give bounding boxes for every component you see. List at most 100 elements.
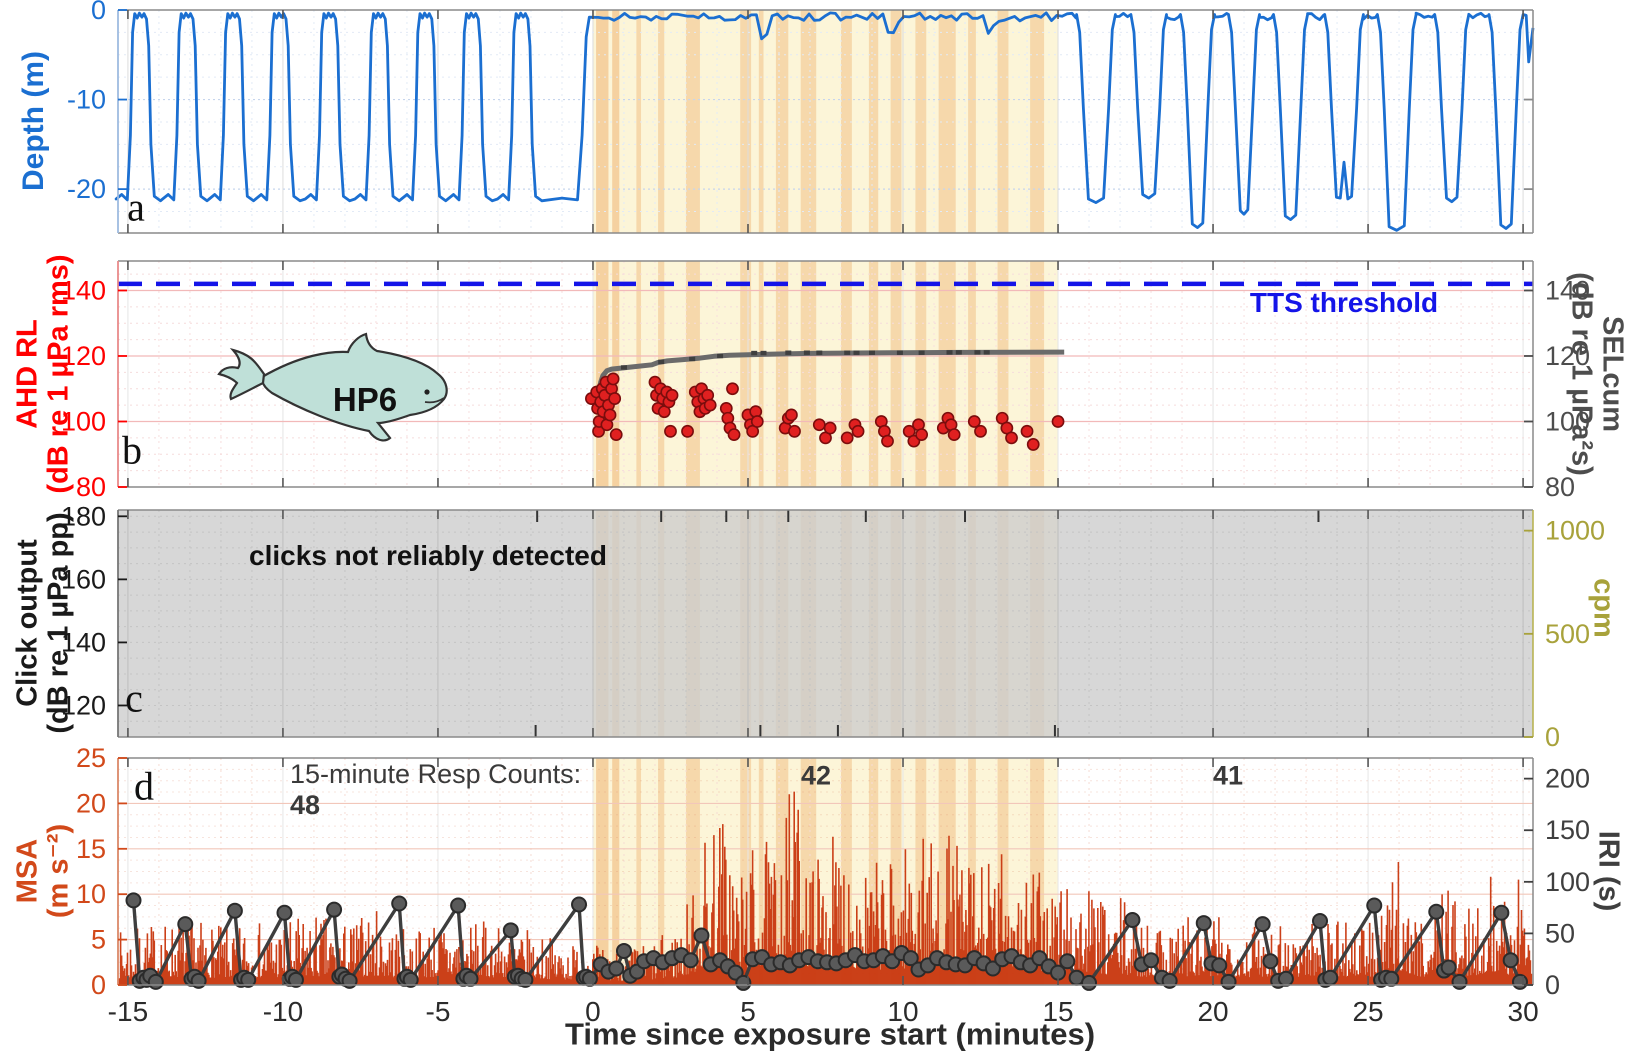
- ahd-rl-point: [788, 424, 801, 438]
- porpoise-illustration: [217, 332, 448, 442]
- resp-count-exposure: 42: [800, 760, 832, 791]
- svg-text:80: 80: [1545, 472, 1575, 502]
- iri-point: [450, 897, 467, 914]
- svg-text:120: 120: [61, 341, 106, 371]
- iri-point: [287, 971, 304, 988]
- panel-letter-d: d: [134, 763, 154, 809]
- ahd-rl-point: [703, 398, 717, 412]
- iri-point: [1312, 913, 1329, 930]
- depth-line: [114, 11, 1535, 232]
- svg-text:20: 20: [76, 788, 106, 818]
- svg-text:5: 5: [740, 996, 756, 1027]
- iri-point: [1511, 973, 1528, 990]
- resp-counts-header: 15-minute Resp Counts:: [290, 759, 582, 789]
- tts-threshold-label: TTS threshold: [1249, 286, 1439, 318]
- ahd-rl-point: [812, 418, 826, 432]
- panel-letter-c: c: [125, 675, 143, 721]
- svg-text:500: 500: [1545, 619, 1590, 649]
- y-axis-label-click-line2: (dB re 1 µPa pp): [43, 512, 75, 734]
- svg-text:-20: -20: [67, 174, 106, 204]
- svg-text:-5: -5: [426, 996, 451, 1027]
- iri-point: [1220, 973, 1237, 990]
- svg-text:1000: 1000: [1545, 516, 1605, 546]
- y-axis-label-ahd-rl-line2: (dB re 1 µPa rms): [43, 254, 75, 494]
- iri-point: [1493, 904, 1510, 921]
- svg-text:15: 15: [1042, 996, 1073, 1027]
- ahd-rl-point: [603, 408, 617, 422]
- svg-text:0: 0: [1545, 970, 1560, 1000]
- svg-text:-10: -10: [263, 996, 303, 1027]
- y-axis-label-ahd-rl: AHD RL (dB re 1 µPa rms): [12, 254, 76, 494]
- ahd-rl-point: [608, 392, 622, 405]
- right-axis-label-cpm: cpm: [1587, 578, 1620, 638]
- iri-point: [226, 902, 243, 919]
- animal-id-label: HP6: [332, 381, 398, 419]
- right-axis-label-selcum-line1: SELcum: [1596, 315, 1629, 433]
- ahd-rl-point: [784, 408, 798, 422]
- ahd-rl-point: [726, 382, 739, 396]
- svg-text:25: 25: [1352, 996, 1383, 1027]
- y-axis-label-depth: Depth (m): [16, 51, 50, 191]
- iri-point: [517, 971, 534, 988]
- panel-letter-b: b: [122, 427, 142, 473]
- iri-point: [1322, 969, 1339, 986]
- svg-text:15: 15: [76, 834, 106, 864]
- svg-text:160: 160: [61, 564, 106, 594]
- iri-point: [727, 964, 744, 981]
- right-axis-label-selcum-line2: (dB re 1 µPa²s): [1565, 272, 1597, 476]
- ahd-rl-point: [947, 428, 961, 441]
- ahd-rl-point: [664, 424, 677, 438]
- iri-point: [402, 971, 419, 988]
- ahd-rl-point: [851, 424, 865, 438]
- x-axis-label: Time since exposure start (minutes): [564, 1016, 1096, 1052]
- iri-point: [1254, 916, 1271, 933]
- iri-point: [1124, 911, 1141, 928]
- svg-text:140: 140: [61, 627, 106, 657]
- right-axis-label-selcum: SELcum (dB re 1 µPa²s): [1565, 272, 1628, 476]
- ahd-rl-point: [974, 424, 987, 438]
- iri-point: [571, 896, 588, 913]
- svg-text:10: 10: [76, 879, 106, 909]
- iri-point: [462, 970, 479, 987]
- resp-count-post: 41: [1212, 760, 1244, 791]
- svg-text:50: 50: [1545, 918, 1575, 948]
- svg-text:100: 100: [61, 406, 106, 436]
- svg-text:30: 30: [1508, 996, 1539, 1027]
- ahd-rl-point: [606, 372, 620, 386]
- iri-point: [1428, 903, 1445, 920]
- svg-text:0: 0: [585, 996, 601, 1027]
- iri-point: [581, 970, 598, 987]
- svg-text:0: 0: [91, 970, 106, 1000]
- svg-text:120: 120: [61, 690, 106, 720]
- y-axis-label-click-line1: Click output: [11, 539, 44, 707]
- iri-point: [1161, 972, 1178, 989]
- iri-point: [190, 972, 207, 989]
- y-axis-label-msa: MSA (m s⁻²): [12, 823, 76, 919]
- iri-point: [1211, 957, 1228, 974]
- y-axis-label-msa-line2: (m s⁻²): [43, 823, 75, 919]
- svg-text:140: 140: [1545, 275, 1590, 305]
- panel-d: 0 5 10 15 20 25 0 50 100 150 200 -15 -10 -5 0 5 10 15 20 25…: [76, 743, 1590, 1027]
- svg-text:80: 80: [76, 472, 106, 502]
- ahd-rl-point: [881, 434, 894, 448]
- ahd-rl-point: [750, 415, 764, 428]
- iri-point: [1262, 953, 1279, 970]
- iri-point: [608, 960, 625, 977]
- iri-point: [1195, 915, 1212, 932]
- iri-point: [326, 901, 343, 918]
- svg-text:-15: -15: [108, 996, 148, 1027]
- svg-text:20: 20: [1197, 996, 1228, 1027]
- iri-point: [276, 904, 293, 921]
- right-axis-label-iri: IRI (s): [1592, 830, 1625, 912]
- svg-text:5: 5: [91, 925, 106, 955]
- svg-text:10: 10: [887, 996, 918, 1027]
- iri-point: [391, 895, 408, 912]
- iri-point: [1383, 970, 1400, 987]
- iri-point: [341, 972, 358, 989]
- ahd-rl-point: [967, 415, 981, 428]
- iri-point: [615, 942, 632, 959]
- iri-point: [502, 922, 519, 939]
- svg-text:200: 200: [1545, 764, 1590, 794]
- iri-point: [984, 960, 1001, 977]
